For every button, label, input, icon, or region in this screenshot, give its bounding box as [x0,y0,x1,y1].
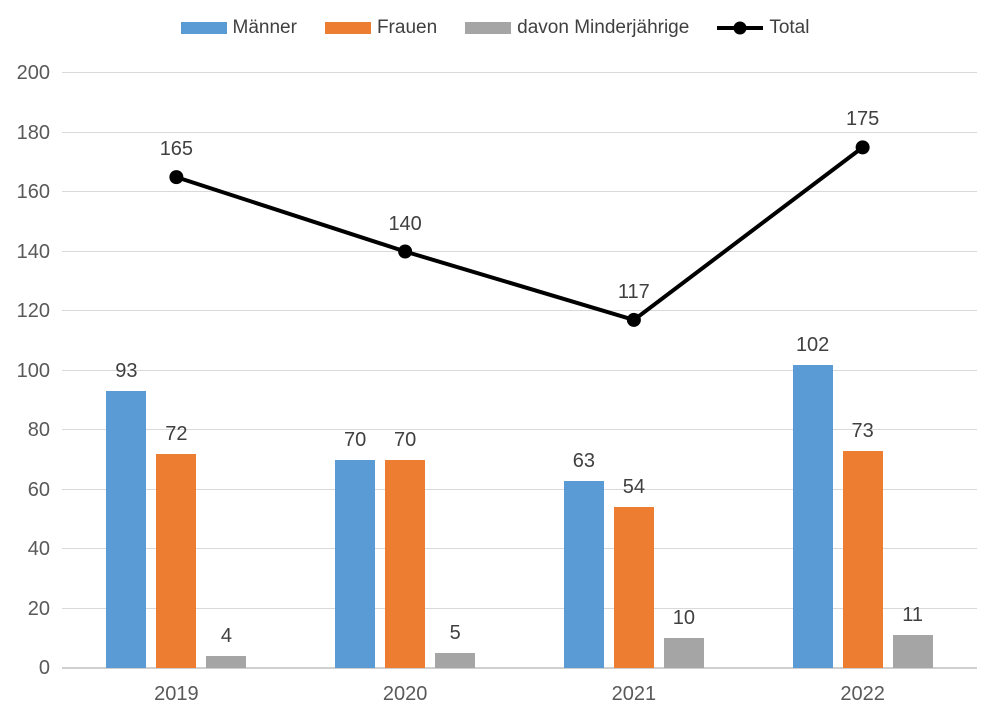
y-tick-label: 120 [16,300,50,322]
gridline [62,250,977,252]
y-tick-label: 40 [27,538,50,560]
gridline [62,131,977,133]
gridline [62,488,977,490]
legend-item-Männer: Männer [180,15,297,41]
y-tick-label: 160 [16,181,50,203]
bar-Frauen-2020 [385,459,426,668]
total-line [175,145,864,323]
x-axis-label-2019: 2019 [154,683,199,705]
line-value-label: 165 [159,138,194,161]
x-axis-line [62,667,977,669]
line-marker [169,170,184,185]
bar-davon Minderjährige-2020 [435,653,476,668]
bar-Männer-2019 [106,391,147,668]
bar-value-label: 11 [902,604,923,627]
bar-value-label: 54 [622,476,645,499]
bar-davon Minderjährige-2021 [663,638,704,668]
legend-swatch-icon [465,22,512,34]
bar-value-label: 5 [449,622,461,645]
y-tick-label: 180 [16,121,50,144]
legend-line-marker-icon [717,21,764,35]
gridline [62,191,977,192]
gridline [62,548,977,549]
bar-Frauen-2022 [842,450,883,668]
bar-Männer-2020 [335,459,376,668]
y-tick-label: 200 [16,62,50,84]
bar-Frauen-2019 [156,453,197,668]
plot-area: 0 20 40 60 80 100 120 140 160 180 200 93 70 63 102 72 70… [17,62,977,705]
line-marker [855,140,870,155]
gridline [62,429,977,430]
legend-label: Total [769,17,810,38]
line-value-label: 140 [388,212,422,235]
bar-value-label: 72 [165,422,188,445]
gridline [62,607,977,609]
y-tick-label: 60 [27,478,50,501]
legend-swatch-icon [180,22,227,34]
legend: Männer Frauen davon Minderjährige Total [0,15,990,41]
bar-davon Minderjährige-2019 [206,656,247,668]
bar-value-label: 70 [344,428,367,451]
gridline [62,369,977,371]
line-marker [626,312,641,327]
y-tick-label: 0 [38,657,50,679]
line-marker [398,244,413,259]
legend-label: Frauen [376,17,438,38]
y-tick-label: 80 [27,419,50,441]
y-tick-label: 20 [27,597,50,620]
bar-Frauen-2021 [613,507,654,668]
x-axis-label-2021: 2021 [611,683,657,705]
bar-value-label: 70 [394,428,417,451]
legend-label: davon Minderjährige [517,17,690,38]
legend-item-davon Minderjährige: davon Minderjährige [465,15,689,41]
line-value-label: 117 [617,280,650,303]
bar-davon Minderjährige-2022 [892,635,933,668]
bar-Männer-2022 [792,364,833,668]
bar-value-label: 4 [220,625,232,648]
gridline [62,72,977,73]
gridline [62,310,977,311]
line-series-Total [169,140,870,327]
y-tick-label: 140 [16,240,50,263]
line-value-label: 175 [845,108,880,131]
y-tick-label: 100 [16,359,50,382]
x-axis-label-2020: 2020 [382,683,428,705]
bar-value-label: 93 [115,360,138,383]
bar-value-label: 73 [851,419,874,442]
bar-value-label: 102 [795,333,830,356]
legend-label: Männer [232,17,297,38]
bar-value-label: 63 [572,449,595,472]
legend-item-Frauen: Frauen [324,15,438,41]
x-axis-label-2022: 2022 [840,683,885,705]
bar-Männer-2021 [563,480,604,668]
bar-value-label: 10 [672,607,695,630]
legend-swatch-icon [324,22,371,34]
legend-item-Total: Total [717,15,809,41]
